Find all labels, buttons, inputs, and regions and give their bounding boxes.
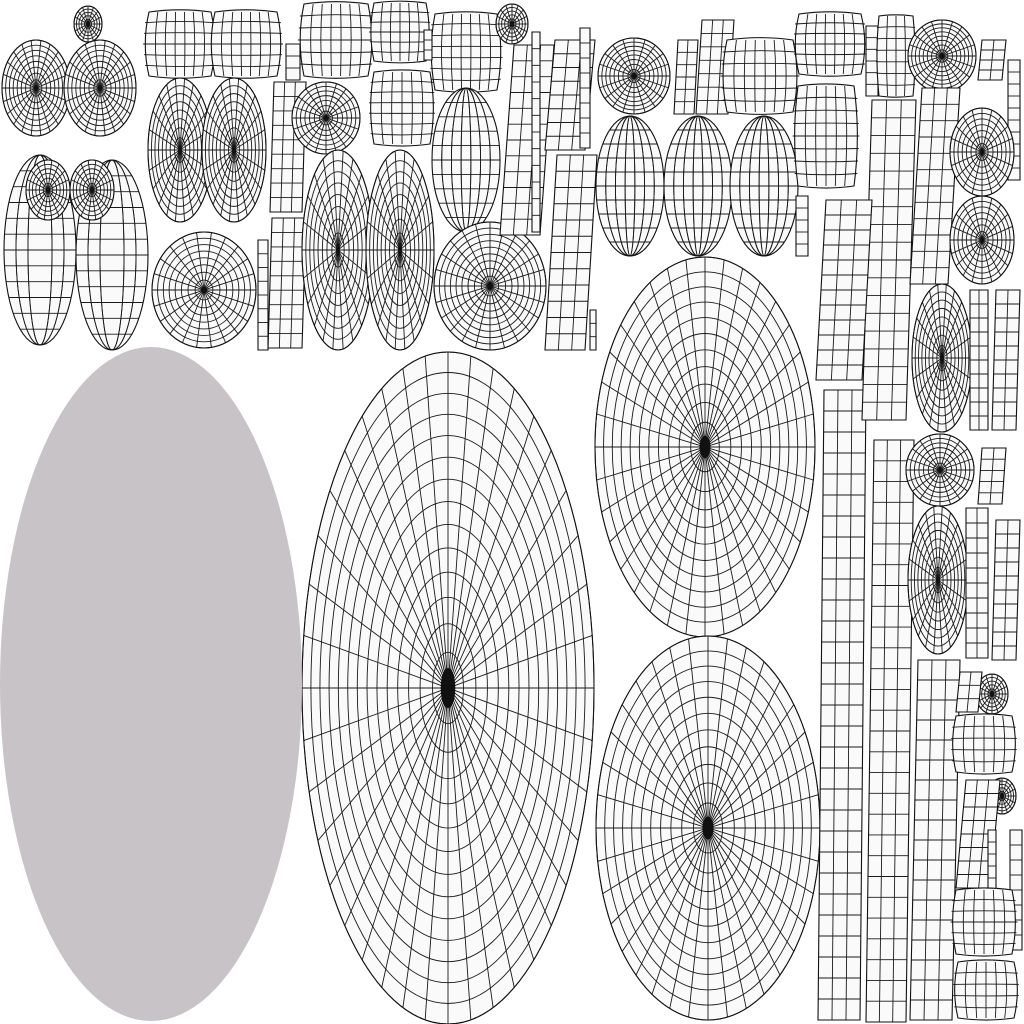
uv-island-small [875, 14, 917, 98]
uv-island-strip-4 [861, 99, 917, 421]
uv-island-small [63, 39, 137, 137]
uv-island-small [25, 159, 71, 221]
uv-island-small [663, 115, 733, 257]
uv-island-right [949, 195, 1015, 285]
uv-island-small [792, 83, 860, 189]
uv-island-small [201, 77, 267, 223]
uv-island-right [909, 87, 961, 285]
uv-island-small [673, 39, 699, 115]
uv-island-right [953, 959, 1019, 1021]
uv-island-small [793, 11, 867, 77]
uv-island-small [907, 19, 977, 93]
uv-island-strip-2 [865, 439, 915, 1023]
uv-island-fragment [423, 29, 433, 61]
uv-island-small [865, 25, 879, 97]
uv-island-small [291, 81, 361, 155]
uv-island-small [531, 31, 541, 233]
uv-island-large-right-bottom [595, 635, 821, 1021]
selected-island-layer [0, 347, 302, 1021]
uv-island-small [429, 11, 503, 93]
uv-island-right [955, 671, 983, 713]
selected-uv-island [0, 347, 302, 1021]
uv-island-fragment [589, 309, 597, 351]
uv-island-right [969, 289, 989, 431]
uv-island-right [949, 107, 1015, 197]
uv-island-small [69, 159, 115, 221]
uv-island-small [597, 37, 671, 115]
uv-island-right [950, 887, 1018, 957]
uv-island-small [257, 239, 269, 351]
uv-island-small [431, 87, 501, 233]
uv-island-small [369, 69, 435, 147]
uv-island-right [907, 505, 969, 655]
uv-island-small [143, 9, 217, 79]
uv-island-small [1, 39, 71, 137]
uv-island-small [433, 221, 547, 351]
uv-island-right [991, 289, 1021, 431]
uv-island-small [267, 217, 307, 349]
uv-island-small [720, 37, 800, 115]
uv-island-right [905, 433, 975, 507]
uv-island-small [544, 154, 598, 351]
uv-island-strip-3 [909, 659, 961, 1021]
uv-island-right [911, 283, 973, 433]
uv-island-small [365, 149, 435, 351]
uv-island-small [209, 9, 283, 79]
uv-island-large-right-top [594, 256, 816, 638]
uv-island-right [987, 829, 997, 891]
uv-island-small [729, 115, 799, 257]
uv-island-right [977, 447, 1007, 505]
uv-island-small [297, 1, 375, 79]
uv-island-right [951, 713, 1017, 775]
uv-island-small [301, 149, 375, 351]
uv-island-small [73, 5, 103, 43]
uv-island-strip-1 [817, 389, 867, 1021]
uv-island-fragment [795, 195, 809, 257]
uv-island-small [977, 39, 1007, 81]
uv-island-fragment [285, 43, 301, 81]
uv-island-small [369, 0, 431, 64]
uv-island-right [991, 519, 1021, 661]
uv-island-small [151, 231, 257, 349]
uv-island-right [965, 507, 989, 659]
uv-island-small [595, 115, 665, 257]
uv-island-small [579, 27, 591, 149]
uv-island-small [495, 3, 529, 45]
uv-island-large-center [301, 351, 595, 1024]
uv-island-small [815, 199, 873, 381]
